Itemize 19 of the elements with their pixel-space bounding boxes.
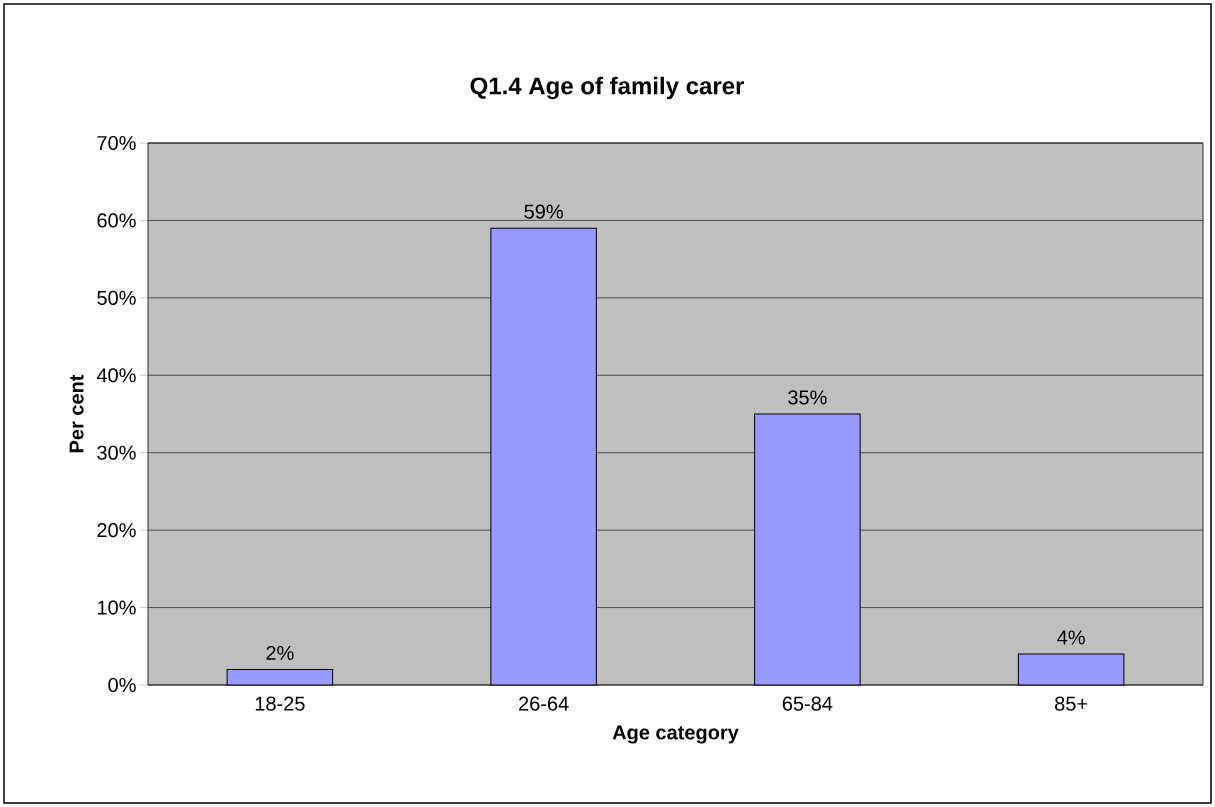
y-tick-label: 0% — [108, 677, 136, 693]
y-axis-title: Per cent — [69, 374, 84, 453]
data-label: 35% — [788, 390, 827, 405]
x-tick-label: 65-84 — [782, 696, 833, 711]
y-tick-label: 40% — [96, 368, 136, 383]
y-tick-label: 20% — [97, 523, 136, 538]
data-label: 4% — [1057, 630, 1085, 645]
chart-title: Q1.4 Age of family carer — [470, 76, 744, 100]
x-tick-label: 26-64 — [519, 696, 569, 711]
x-tick-label: 18-25 — [255, 696, 305, 711]
y-tick-label: 50% — [97, 290, 136, 305]
y-tick-label: 70% — [97, 135, 136, 151]
x-tick-label: 85+ — [1055, 696, 1088, 711]
x-axis-title: Age category — [612, 725, 739, 744]
y-tick-label: 30% — [97, 445, 136, 460]
data-label: 2% — [266, 645, 294, 660]
y-tick-label: 60% — [97, 213, 136, 228]
y-tick-label: 10% — [97, 600, 136, 615]
data-label: 59% — [524, 204, 563, 219]
